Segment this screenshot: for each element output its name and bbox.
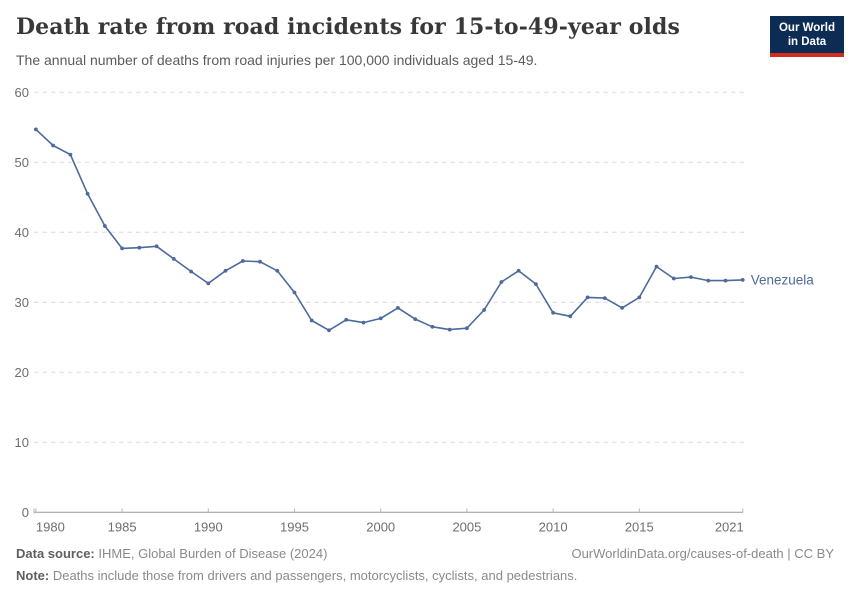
data-point bbox=[551, 310, 555, 315]
data-point bbox=[171, 257, 176, 261]
data-point bbox=[292, 290, 297, 295]
y-tick-label: 10 bbox=[15, 435, 29, 450]
data-point bbox=[430, 324, 435, 329]
y-tick-label: 50 bbox=[15, 155, 29, 170]
page-title: Death rate from road incidents for 15-to… bbox=[16, 14, 680, 40]
data-point bbox=[482, 308, 486, 312]
x-tick-label: 1985 bbox=[108, 520, 137, 535]
line-chart: 0 10 20 30 40 50 60 1980 1985 1990 1995 2000 2005 201… bbox=[15, 85, 815, 535]
x-tick-label: 2000 bbox=[366, 520, 395, 535]
owid-logo-line1: Our World bbox=[778, 22, 835, 34]
data-point bbox=[654, 264, 659, 269]
page-subtitle: The annual number of deaths from road in… bbox=[16, 52, 538, 68]
data-point bbox=[465, 326, 469, 331]
data-point bbox=[103, 224, 107, 228]
data-point bbox=[740, 278, 745, 282]
series-label-venezuela: Venezuela bbox=[751, 272, 815, 287]
owid-logo-box: Our World in Data bbox=[770, 16, 844, 53]
data-point bbox=[344, 317, 349, 322]
data-point bbox=[689, 275, 693, 279]
data-point bbox=[361, 320, 366, 325]
owid-logo: Our World in Data bbox=[770, 16, 844, 57]
footer-source-text: IHME, Global Burden of Disease (2024) bbox=[94, 546, 328, 561]
data-point bbox=[240, 259, 245, 263]
data-point bbox=[534, 282, 538, 286]
data-point bbox=[327, 328, 331, 333]
data-point bbox=[637, 295, 642, 300]
footer-source-label: Data source: bbox=[16, 546, 95, 561]
data-point bbox=[516, 268, 521, 273]
y-tick-label: 30 bbox=[15, 295, 29, 310]
owid-logo-line2: in Data bbox=[787, 36, 827, 48]
data-point bbox=[275, 268, 280, 273]
data-point bbox=[68, 152, 73, 157]
x-tick-label: 1990 bbox=[194, 520, 223, 535]
data-point bbox=[585, 295, 590, 300]
data-point bbox=[189, 269, 194, 274]
data-point bbox=[137, 245, 142, 250]
footer-source-line: Data source: IHME, Global Burden of Dise… bbox=[16, 546, 834, 566]
footer-source: Data source: IHME, Global Burden of Dise… bbox=[16, 546, 327, 561]
data-point bbox=[671, 276, 676, 281]
data-point bbox=[568, 314, 573, 319]
y-tick-label: 40 bbox=[15, 225, 29, 240]
data-point bbox=[223, 268, 228, 273]
x-tick-label: 2005 bbox=[452, 520, 481, 535]
data-point bbox=[602, 296, 607, 300]
data-point bbox=[85, 191, 90, 196]
data-point bbox=[309, 318, 314, 323]
owid-logo-red-bar bbox=[770, 53, 844, 57]
footer-link[interactable]: OurWorldinData.org/causes-of-death | CC … bbox=[571, 546, 834, 561]
data-point bbox=[499, 280, 504, 284]
data-point bbox=[258, 259, 262, 264]
data-point bbox=[378, 316, 383, 321]
data-point bbox=[723, 278, 728, 283]
footer-note-label: Note: bbox=[16, 568, 50, 583]
y-tick-label: 0 bbox=[22, 505, 29, 520]
x-tick-label: 2015 bbox=[625, 520, 654, 535]
x-tick-label: 1995 bbox=[280, 520, 309, 535]
data-point bbox=[413, 317, 418, 321]
data-point bbox=[396, 306, 400, 310]
y-tick-label: 60 bbox=[15, 85, 29, 100]
data-point bbox=[51, 143, 55, 148]
x-tick-label: 2010 bbox=[539, 520, 568, 535]
footer-note-text: Deaths include those from drivers and pa… bbox=[49, 568, 578, 583]
data-point bbox=[447, 327, 452, 332]
data-point bbox=[34, 127, 38, 132]
data-point bbox=[620, 306, 624, 310]
x-tick-label: 2021 bbox=[715, 520, 744, 535]
data-point bbox=[120, 246, 124, 251]
data-point bbox=[154, 244, 159, 249]
data-line bbox=[35, 128, 744, 332]
data-point bbox=[706, 278, 711, 283]
footer-note-line: Note: Deaths include those from drivers … bbox=[16, 568, 834, 583]
y-tick-label: 20 bbox=[15, 365, 29, 380]
data-point bbox=[206, 281, 211, 286]
x-tick-label: 1980 bbox=[36, 520, 65, 535]
chart-footer: Data source: IHME, Global Burden of Dise… bbox=[16, 546, 834, 583]
